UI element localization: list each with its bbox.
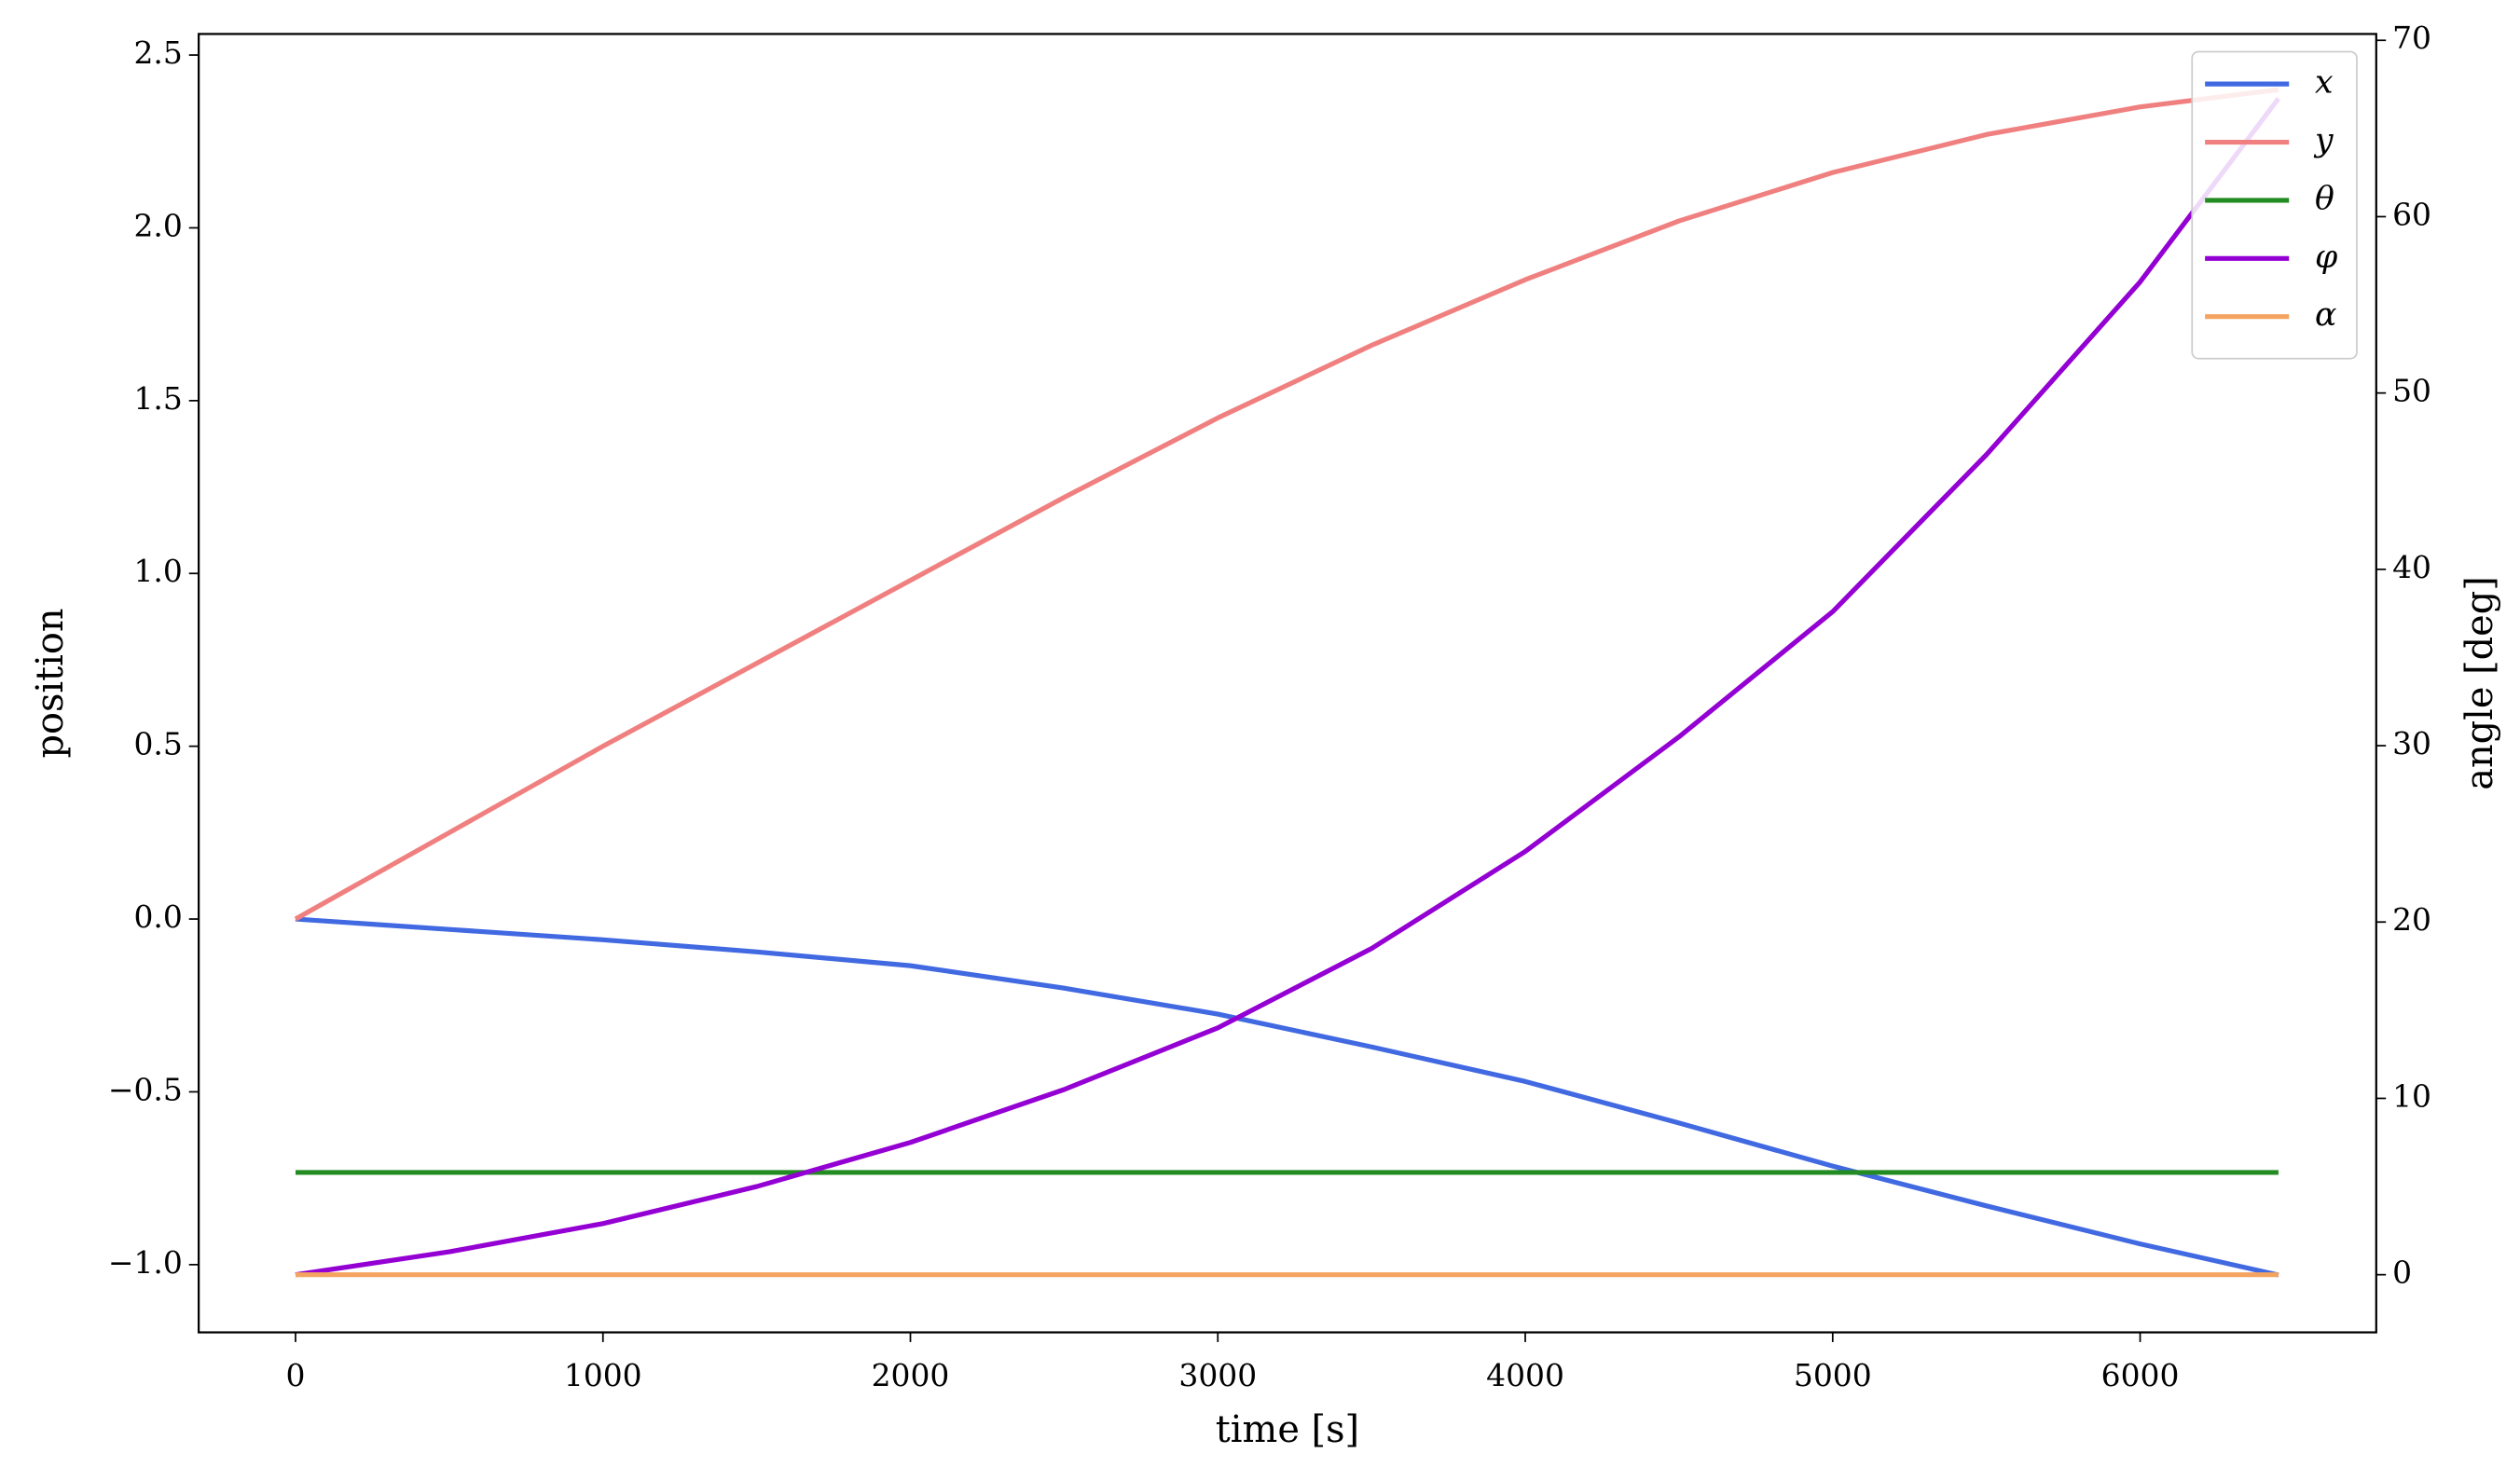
x-axis-label: time [s] xyxy=(1216,1408,1359,1451)
y2-tick-label: 20 xyxy=(2392,901,2431,938)
x-tick-label: 6000 xyxy=(2101,1357,2180,1393)
x-tick-label: 5000 xyxy=(1794,1357,1872,1393)
legend-label: x xyxy=(2315,64,2334,102)
legend-label: θ xyxy=(2315,180,2334,217)
y2-axis-label: angle [deg] xyxy=(2458,576,2501,790)
y-tick-label: 1.5 xyxy=(133,380,182,417)
axes-frame xyxy=(197,33,2377,1334)
y2-tick-label: 30 xyxy=(2392,725,2431,761)
legend-box xyxy=(2191,50,2358,360)
y-tick-label: 0.5 xyxy=(133,726,182,762)
y-tick-label: 0.0 xyxy=(133,898,182,935)
y-tick-label: −0.5 xyxy=(108,1071,183,1107)
series-line xyxy=(294,87,2279,922)
y2-tick-label: 0 xyxy=(2392,1255,2412,1291)
y2-tick-label: 60 xyxy=(2392,196,2431,232)
y2-tick-label: 40 xyxy=(2392,549,2431,585)
y-tick-label: −1.0 xyxy=(108,1244,183,1281)
x-tick-label: 1000 xyxy=(564,1357,642,1393)
y2-tick-label: 70 xyxy=(2392,20,2431,56)
y-tick-label: 2.0 xyxy=(133,207,182,243)
series-line xyxy=(295,97,2281,1278)
y2-tick-label: 10 xyxy=(2392,1077,2431,1114)
x-tick-label: 4000 xyxy=(1486,1357,1564,1393)
y-tick-label: 1.0 xyxy=(133,553,182,589)
legend-label: y xyxy=(2313,122,2334,159)
legend-label: φ xyxy=(2315,239,2338,276)
legend-label: α xyxy=(2315,296,2336,334)
x-tick-label: 2000 xyxy=(872,1357,950,1393)
y2-tick-label: 50 xyxy=(2392,373,2431,409)
y-axis-label: position xyxy=(29,608,72,758)
series-line xyxy=(295,916,2279,1278)
x-tick-label: 3000 xyxy=(1178,1357,1257,1393)
y-tick-label: 2.5 xyxy=(133,34,182,71)
x-tick-label: 0 xyxy=(286,1357,306,1393)
